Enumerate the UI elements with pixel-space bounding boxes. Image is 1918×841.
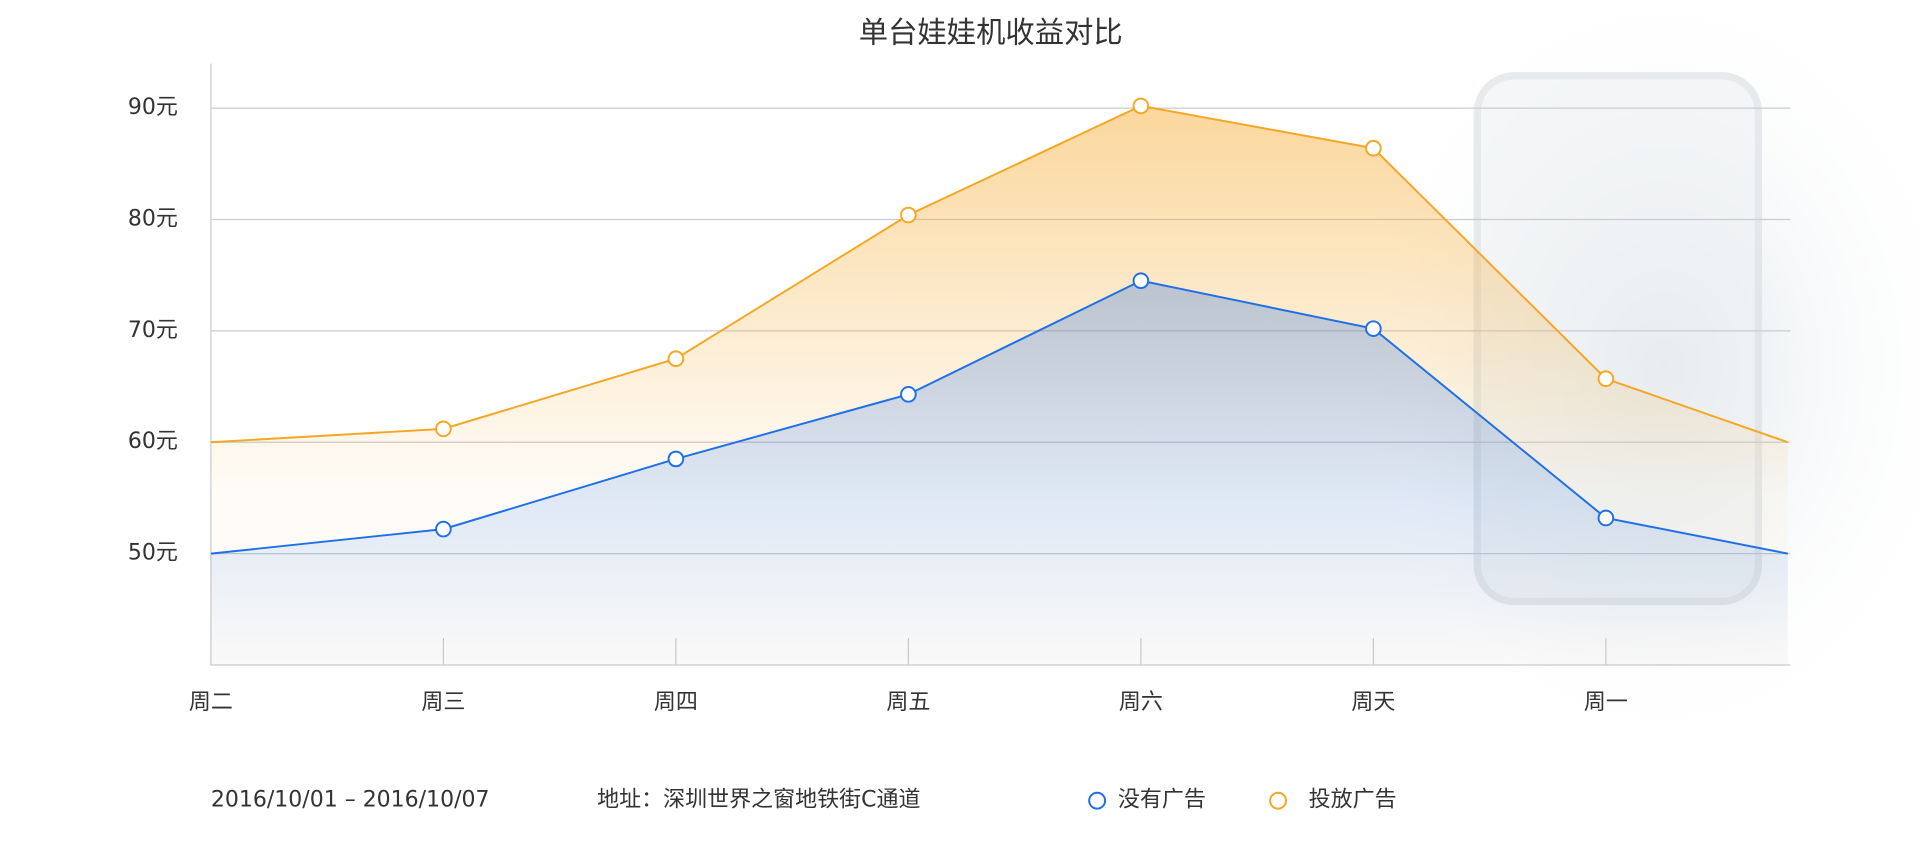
y-tick-label: 50元 <box>128 541 178 566</box>
point <box>1597 509 1615 527</box>
y-tick-label: 60元 <box>128 429 178 454</box>
x-tick-label: 周四 <box>654 690 698 715</box>
y-tick-label: 80元 <box>128 206 178 231</box>
chart-title: 单台娃娃机收益对比 <box>859 16 1123 50</box>
x-tick-label: 周五 <box>886 690 930 715</box>
line <box>210 279 1788 555</box>
legend-marker <box>1269 791 1287 810</box>
legend-label: 投放广告 <box>1309 788 1397 813</box>
x-tick-label: 周一 <box>1584 690 1628 715</box>
address: 地址：深圳世界之窗地铁街C通道 <box>597 788 920 813</box>
point <box>900 386 917 403</box>
y-tick-label: 90元 <box>128 95 178 120</box>
x-tick-label: 周三 <box>421 690 465 715</box>
point <box>1365 139 1382 157</box>
x-tick-label: 周二 <box>189 690 233 715</box>
point <box>667 450 685 468</box>
y-tick-label: 70元 <box>128 318 178 343</box>
date-range: 2016/10/01 – 2016/10/07 <box>211 788 490 813</box>
x-tick-label: 周六 <box>1119 690 1163 715</box>
point <box>667 350 685 368</box>
point <box>435 520 452 538</box>
x-tick-label: 周天 <box>1351 690 1395 715</box>
point <box>900 206 917 224</box>
line <box>210 104 1789 444</box>
point <box>1132 272 1150 290</box>
point <box>1132 97 1150 115</box>
point <box>1365 320 1382 337</box>
legend-marker <box>1088 791 1107 810</box>
area <box>210 280 1788 665</box>
legend-label: 没有广告 <box>1118 788 1206 813</box>
point <box>435 420 452 438</box>
point <box>1597 370 1615 388</box>
